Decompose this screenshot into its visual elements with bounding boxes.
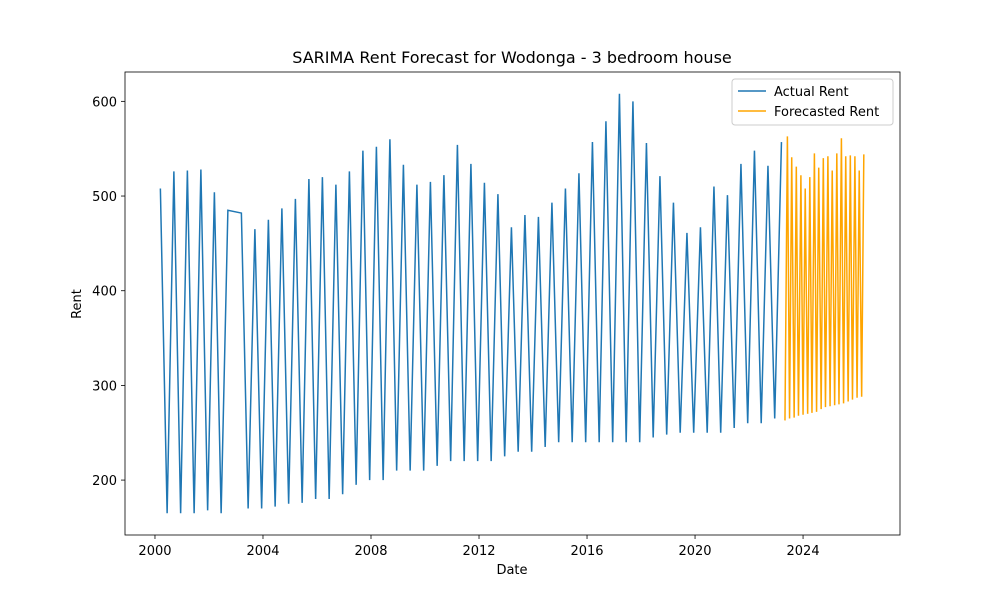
y-tick-label: 300 (92, 379, 117, 394)
x-tick-label: 2008 (354, 544, 387, 559)
chart-title: SARIMA Rent Forecast for Wodonga - 3 bed… (292, 48, 732, 67)
legend-label: Forecasted Rent (774, 105, 879, 120)
x-tick-label: 2012 (462, 544, 495, 559)
x-tick-label: 2020 (678, 544, 711, 559)
y-axis-label: Rent (70, 289, 85, 319)
legend-box (731, 78, 894, 126)
y-tick-label: 500 (92, 190, 117, 205)
legend-label: Actual Rent (774, 85, 849, 100)
x-tick-label: 2024 (787, 544, 820, 559)
x-tick-label: 2004 (246, 544, 279, 559)
y-tick-label: 200 (92, 474, 117, 489)
y-tick-label: 600 (92, 95, 117, 110)
plot-frame (124, 71, 901, 536)
data-line (159, 93, 783, 514)
y-tick-label: 400 (92, 285, 117, 300)
x-axis-label: Date (496, 563, 527, 578)
x-tick-label: 2016 (570, 544, 603, 559)
x-tick-label: 2000 (138, 544, 171, 559)
data-line (784, 136, 865, 421)
